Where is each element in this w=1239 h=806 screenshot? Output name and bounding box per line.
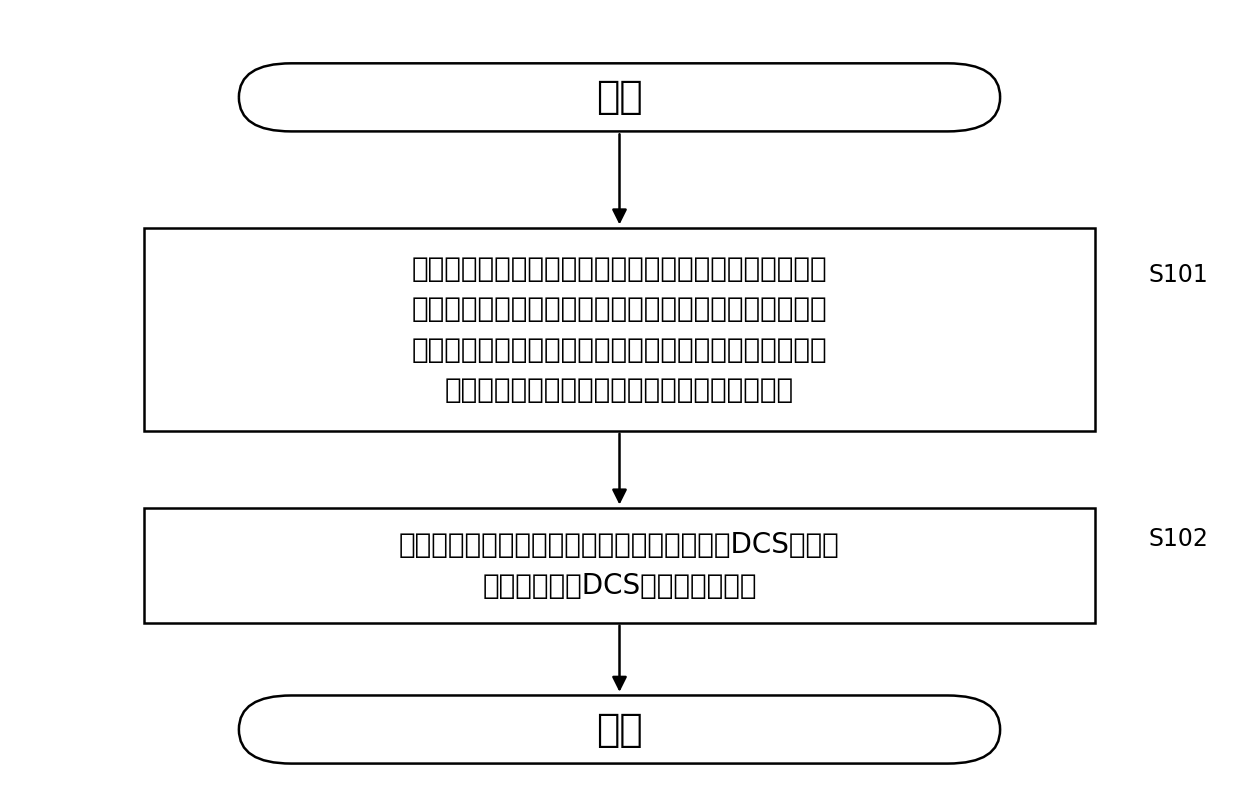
Text: 开始: 开始 bbox=[596, 78, 643, 116]
Text: 根据所有子系统可靠性分值和权重系数，进行DCS评估计
算处理，得到DCS系统可靠性分值: 根据所有子系统可靠性分值和权重系数，进行DCS评估计 算处理，得到DCS系统可靠… bbox=[399, 531, 840, 600]
Bar bbox=[144, 228, 1095, 431]
FancyBboxPatch shape bbox=[239, 696, 1000, 763]
Text: S102: S102 bbox=[1149, 527, 1209, 551]
Text: 结束: 结束 bbox=[596, 711, 643, 749]
FancyBboxPatch shape bbox=[239, 64, 1000, 131]
Text: 根据子系统对应的设备可靠性分值、获取的子系统评价数
据以及记录的子系统客观数据进行计算处理，得到子系统
可靠性分值；其中，设备可靠性分值为根据获取的设备评
价数: 根据子系统对应的设备可靠性分值、获取的子系统评价数 据以及记录的子系统客观数据进… bbox=[411, 256, 828, 404]
Text: S101: S101 bbox=[1149, 263, 1208, 287]
Bar bbox=[144, 509, 1095, 623]
